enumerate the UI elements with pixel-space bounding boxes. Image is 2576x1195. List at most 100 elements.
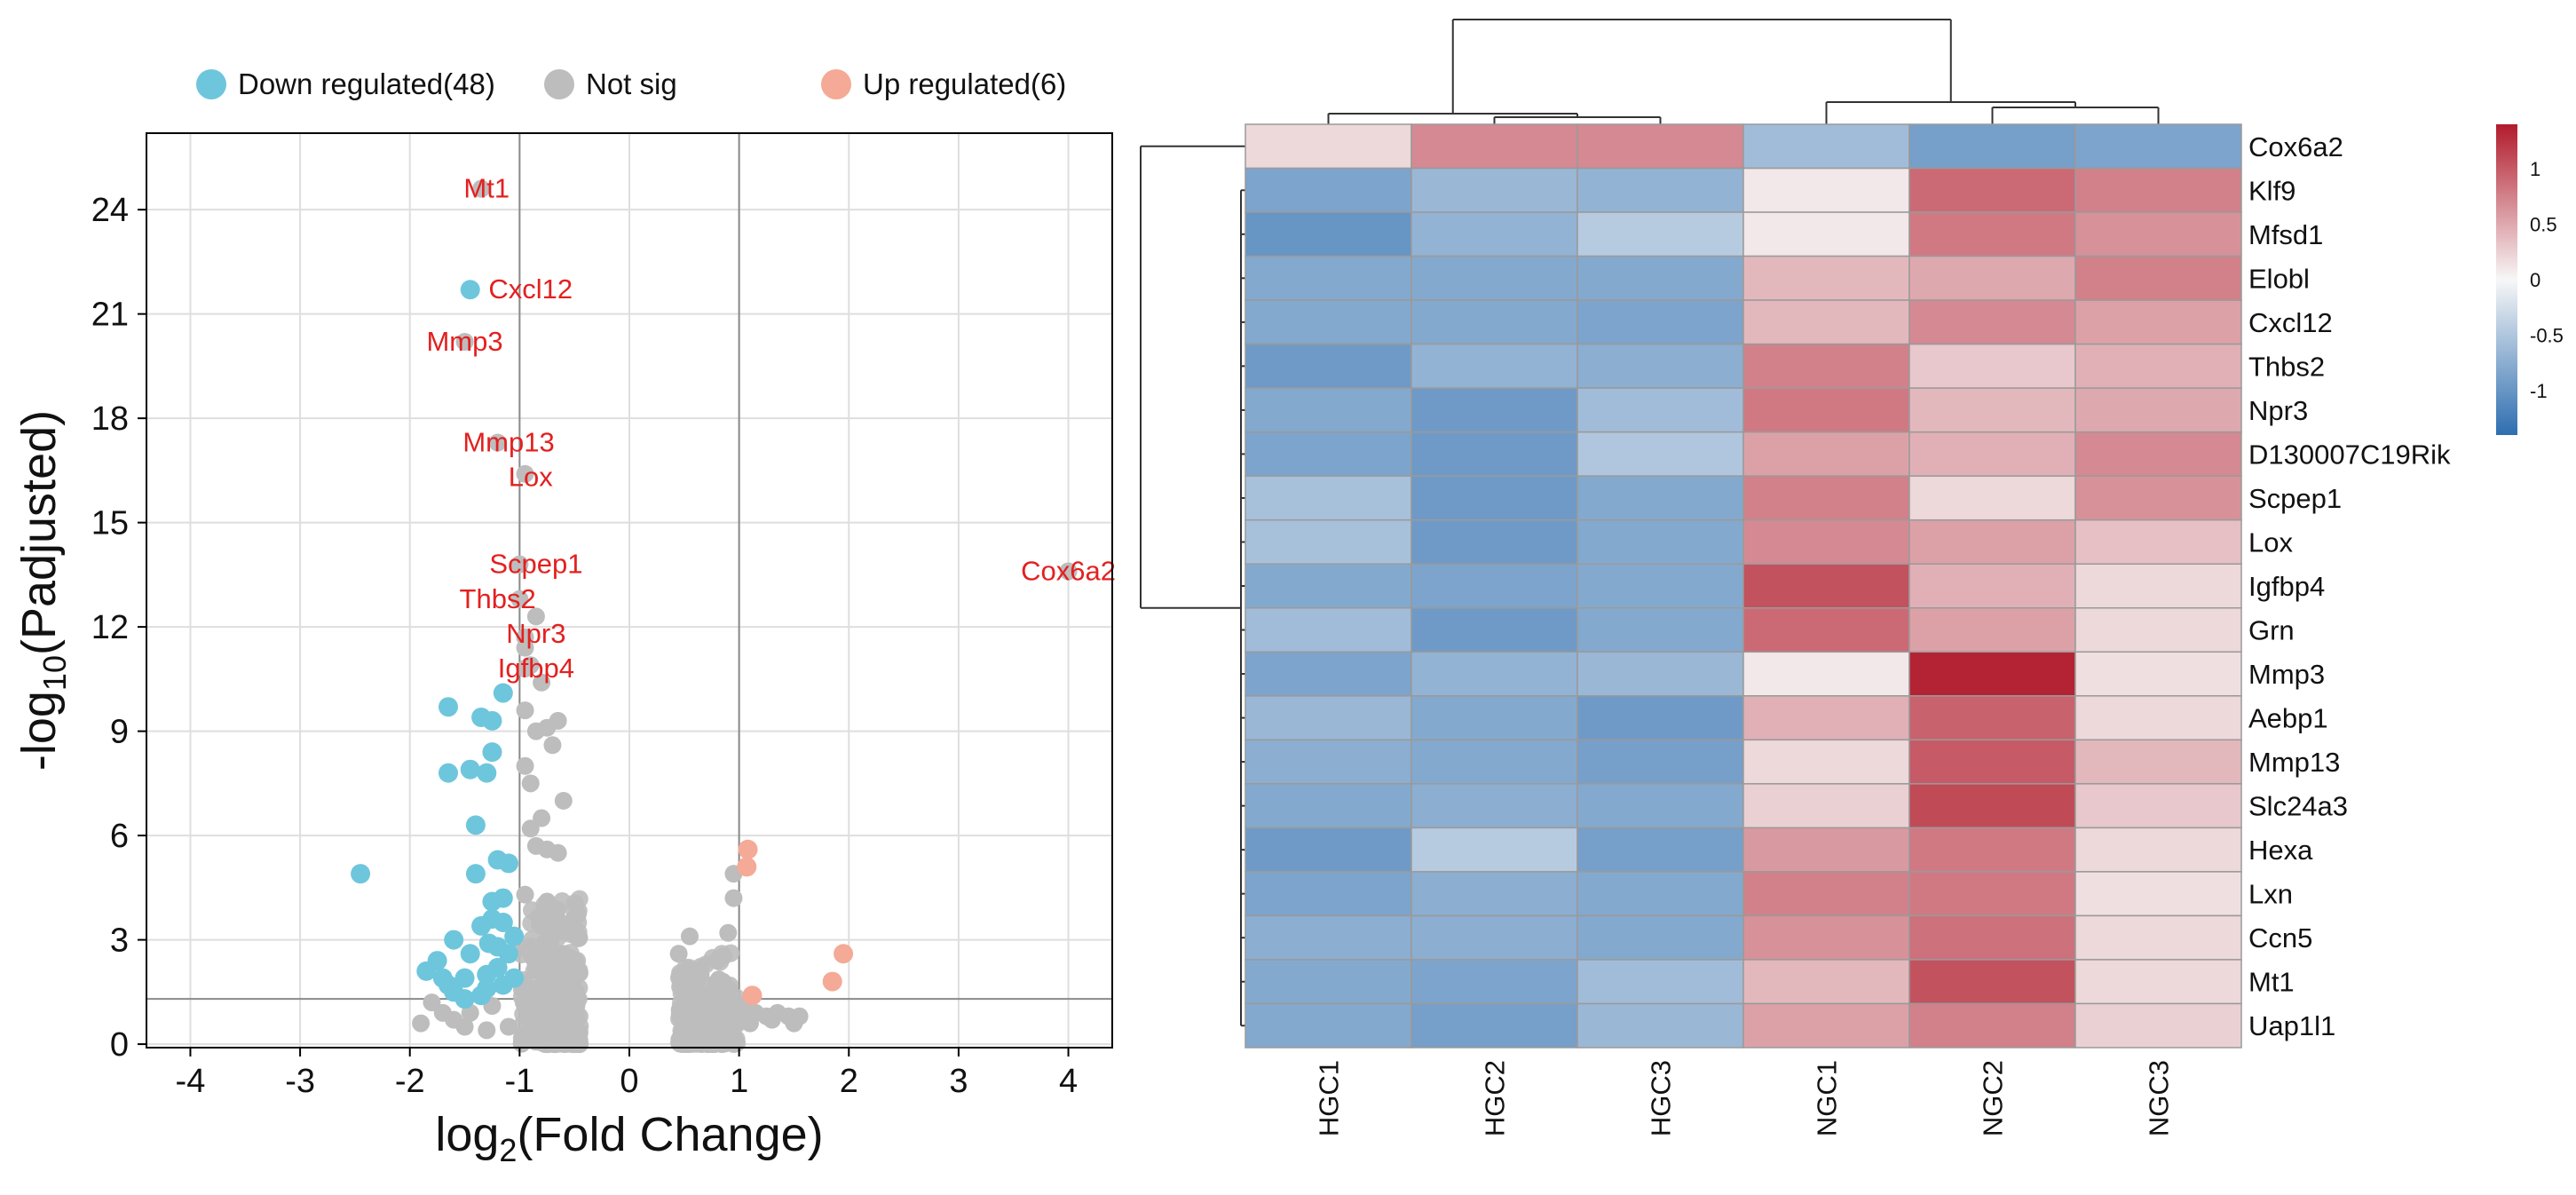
not-sig-point xyxy=(763,1010,781,1029)
row-label: Igfbp4 xyxy=(2248,571,2325,602)
not-sig-point xyxy=(671,994,690,1013)
heatmap-colorbar: 1 0.5 0 -0.5 -1 xyxy=(2496,124,2564,435)
down-regulated-point xyxy=(439,763,458,783)
not-sig-point xyxy=(564,1031,582,1049)
heatmap-cell xyxy=(1908,871,2076,917)
not-sig-point xyxy=(543,955,562,974)
y-tick-label: 21 xyxy=(91,297,129,334)
heatmap-cell xyxy=(2074,343,2242,389)
heatmap-cell xyxy=(1245,475,1412,521)
heatmap-cell xyxy=(2074,871,2242,917)
colorbar-tick-label: 0.5 xyxy=(2530,214,2557,236)
heatmap-cell xyxy=(1908,475,2076,521)
not-sig-point xyxy=(568,906,587,924)
row-label: Cxcl12 xyxy=(2248,307,2333,338)
down-regulated-point xyxy=(427,951,447,971)
not-sig-point xyxy=(570,890,589,908)
not-sig-point xyxy=(500,1017,518,1036)
not-sig-point xyxy=(719,923,738,942)
volcano-legend: Down regulated(48) Not sig Up regulated(6) xyxy=(196,67,1066,100)
x-tick-label: 4 xyxy=(1059,1063,1078,1100)
legend-label: Not sig xyxy=(586,67,677,100)
heatmap: Cox6a2 Klf9 Mfsd1 Elobl Cxcl12 Thbs2 Npr3 D1300… xyxy=(1140,19,2564,1136)
not-sig-point xyxy=(541,934,559,953)
down-regulated-point xyxy=(482,710,502,731)
heatmap-cell xyxy=(1742,914,1910,961)
heatmap-cell xyxy=(1576,959,1744,1005)
heatmap-cell xyxy=(1245,387,1412,433)
heatmap-cell xyxy=(1908,387,2076,433)
heatmap-row-labels: Cox6a2 Klf9 Mfsd1 Elobl Cxcl12 Thbs2 Npr3 D1300… xyxy=(2248,131,2451,1041)
not-sig-point xyxy=(526,836,545,855)
y-tick-label: 6 xyxy=(110,818,129,855)
row-label: Klf9 xyxy=(2248,175,2295,206)
legend-swatch xyxy=(196,69,226,99)
heatmap-cell xyxy=(1576,475,1744,521)
row-label: Mmp13 xyxy=(2248,747,2340,778)
heatmap-cell xyxy=(2074,431,2242,477)
not-sig-point xyxy=(720,1020,739,1039)
not-sig-point xyxy=(1059,562,1078,581)
down-regulated-point xyxy=(439,697,458,717)
up-regulated-point xyxy=(738,839,758,859)
not-sig-point xyxy=(538,892,557,911)
heatmap-cell xyxy=(1576,783,1744,829)
heatmap-cell xyxy=(1908,255,2076,301)
not-sig-point xyxy=(678,1018,697,1037)
not-sig-point xyxy=(691,1034,710,1053)
heatmap-cell xyxy=(2074,914,2242,961)
up-regulated-point xyxy=(822,971,842,992)
row-label: Elobl xyxy=(2248,263,2310,294)
heatmap-cell xyxy=(1576,563,1744,609)
heatmap-cell xyxy=(1742,563,1910,609)
colorbar-gradient xyxy=(2496,124,2517,435)
down-regulated-point xyxy=(471,985,492,1006)
row-label: Uap1l1 xyxy=(2248,1010,2335,1041)
row-label: Npr3 xyxy=(2248,395,2308,426)
heatmap-cell xyxy=(1245,827,1412,873)
not-sig-point xyxy=(516,701,534,720)
heatmap-cell xyxy=(1410,387,1578,433)
heatmap-cell xyxy=(1245,343,1412,389)
gene-label-scpep1: Scpep1 xyxy=(489,549,582,580)
heatmap-cell xyxy=(1576,431,1744,477)
heatmap-cell xyxy=(2074,695,2242,741)
heatmap-cell xyxy=(1908,695,2076,741)
volcano-points xyxy=(351,179,1078,1054)
row-label: Thbs2 xyxy=(2248,351,2325,382)
not-sig-point xyxy=(521,774,540,793)
heatmap-cell xyxy=(1410,959,1578,1005)
y-tick-label: 9 xyxy=(110,714,129,751)
row-label: Cox6a2 xyxy=(2248,131,2343,162)
down-regulated-point xyxy=(444,930,464,950)
heatmap-cell xyxy=(1576,518,1744,565)
not-sig-point xyxy=(526,958,545,977)
heatmap-cell xyxy=(1742,739,1910,785)
heatmap-cell xyxy=(2074,387,2242,433)
column-label: NGC2 xyxy=(1978,1060,2009,1136)
not-sig-point xyxy=(526,607,545,626)
column-label: NGC3 xyxy=(2144,1060,2175,1136)
heatmap-cell xyxy=(1576,255,1744,301)
heatmap-cell xyxy=(1410,299,1578,345)
heatmap-cell xyxy=(1908,299,2076,345)
heatmap-cell xyxy=(1908,959,2076,1005)
heatmap-cell xyxy=(1410,518,1578,565)
x-tick-label: 2 xyxy=(840,1063,858,1100)
heatmap-cell xyxy=(1908,1002,2076,1049)
not-sig-point xyxy=(785,1014,803,1033)
heatmap-cell xyxy=(1245,1002,1412,1049)
not-sig-point xyxy=(549,914,567,932)
heatmap-cell xyxy=(1410,1002,1578,1049)
heatmap-cell xyxy=(2074,211,2242,257)
not-sig-point xyxy=(412,1014,431,1033)
heatmap-cell xyxy=(1576,1002,1744,1049)
heatmap-cell xyxy=(1245,739,1412,785)
row-label: D130007C19Rik xyxy=(2248,439,2451,470)
down-regulated-point xyxy=(460,759,480,780)
heatmap-cell xyxy=(1245,211,1412,257)
heatmap-cell xyxy=(2074,1002,2242,1049)
not-sig-point xyxy=(472,179,491,198)
heatmap-cell xyxy=(1908,167,2076,213)
